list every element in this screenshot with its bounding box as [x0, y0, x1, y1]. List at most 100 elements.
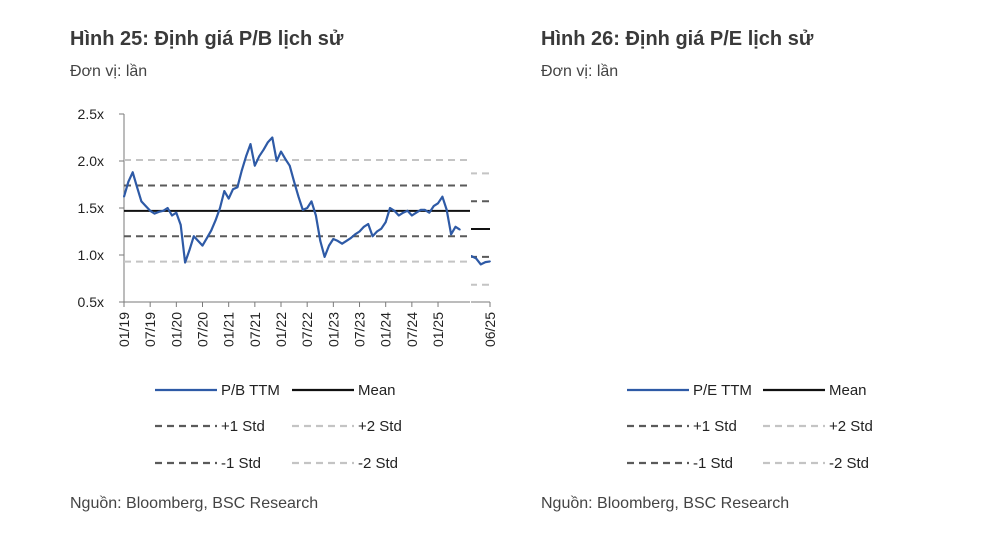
data-point	[428, 211, 431, 214]
data-point	[341, 242, 343, 245]
pb-chart-svg: 0.5x 1.0x 1.5x 2.0x 2.5x 01/19 07/19 01/20 07/20…	[78, 106, 470, 472]
data-point	[419, 208, 422, 211]
data-point	[236, 186, 239, 189]
series-line	[122, 136, 461, 264]
data-point	[240, 169, 243, 172]
y-tick-label: 0.5x	[78, 294, 104, 310]
x-tick-label: 01/23	[325, 312, 341, 347]
data-point	[380, 227, 383, 230]
data-point	[188, 249, 191, 252]
data-point	[371, 235, 374, 238]
data-point	[336, 240, 339, 242]
data-point	[192, 235, 195, 238]
x-tick-label: 07/20	[195, 312, 211, 347]
data-point	[450, 233, 453, 236]
data-point	[201, 244, 204, 247]
data-point	[454, 225, 457, 228]
x-tick-label: 01/22	[273, 312, 289, 347]
data-point	[144, 205, 147, 208]
data-point	[437, 202, 439, 205]
data-point	[367, 223, 370, 225]
x-tick-label: 07/23	[352, 312, 368, 347]
legend-label: -1 Std	[221, 455, 261, 472]
chart-subtitle: Đơn vị: lần	[70, 63, 148, 80]
data-point	[232, 188, 234, 191]
data-point	[345, 240, 348, 242]
data-point	[166, 207, 169, 209]
data-point	[315, 214, 317, 217]
chart-source: Nguồn: Bloomberg, BSC Research	[70, 495, 319, 512]
y-tick-label: 2.0x	[78, 153, 104, 169]
data-point	[475, 257, 478, 260]
data-point	[227, 197, 230, 200]
data-point	[354, 233, 357, 236]
y-tick-label: 2.5x	[78, 106, 104, 122]
data-point	[293, 180, 295, 183]
data-point	[262, 148, 265, 151]
legend-label: +2 Std	[829, 418, 873, 435]
series-line	[471, 255, 491, 266]
data-point	[123, 195, 125, 198]
x-tick-label: 01/25	[430, 312, 446, 347]
data-point	[219, 207, 221, 209]
data-point	[458, 228, 461, 231]
data-point	[249, 143, 252, 145]
data-point	[397, 214, 400, 217]
data-point	[362, 225, 365, 228]
data-point	[306, 207, 309, 209]
data-point	[471, 255, 473, 258]
data-point	[410, 214, 413, 217]
legend-label: -2 Std	[358, 455, 398, 472]
data-point	[171, 214, 173, 217]
data-point	[197, 240, 200, 242]
legend-label: P/B TTM	[221, 382, 280, 399]
legend-label: P/E TTM	[693, 382, 752, 399]
data-point	[402, 211, 405, 214]
data-point	[131, 171, 134, 174]
data-point	[358, 230, 361, 233]
data-point	[162, 209, 165, 212]
data-point	[245, 155, 248, 158]
data-point	[153, 212, 156, 215]
x-tick-label: 07/19	[142, 312, 158, 347]
legend-label: +1 Std	[693, 418, 737, 435]
data-point	[136, 186, 138, 189]
data-point	[445, 208, 448, 211]
data-point	[389, 207, 391, 209]
data-point	[332, 238, 335, 240]
data-point	[205, 237, 208, 239]
data-point	[149, 209, 152, 212]
data-point	[310, 200, 313, 203]
data-point	[301, 208, 304, 211]
data-point	[384, 221, 387, 224]
legend-label: +2 Std	[358, 418, 402, 435]
x-tick-label: 07/22	[299, 312, 315, 347]
data-point	[127, 180, 130, 183]
chart-subtitle: Đơn vị: lần	[541, 63, 619, 80]
data-point	[319, 240, 322, 242]
data-point	[376, 230, 378, 233]
chart-panel-pe: Hình 26: Định giá P/E lịch sử Đơn vị: lầ…	[471, 0, 941, 533]
data-point	[489, 260, 491, 263]
data-point	[328, 244, 330, 247]
y-tick-label: 1.5x	[78, 200, 104, 216]
data-point	[441, 195, 444, 198]
legend-label: -2 Std	[829, 455, 869, 472]
x-tick-label: 01/20	[168, 312, 184, 347]
legend-label: +1 Std	[221, 418, 265, 435]
data-point	[415, 211, 418, 214]
data-point	[253, 164, 256, 167]
legend-label: -1 Std	[693, 455, 733, 472]
data-point	[267, 141, 269, 144]
data-point	[406, 209, 409, 212]
data-point	[484, 261, 487, 264]
chart-source: Nguồn: Bloomberg, BSC Research	[541, 495, 790, 512]
data-point	[258, 155, 261, 158]
data-point	[284, 158, 287, 161]
data-point	[214, 219, 217, 222]
data-point	[280, 150, 282, 153]
x-tick-label: 07/24	[404, 312, 420, 347]
y-tick-label: 1.0x	[78, 247, 104, 263]
data-point	[424, 208, 426, 211]
x-tick-label: 01/19	[116, 312, 132, 347]
